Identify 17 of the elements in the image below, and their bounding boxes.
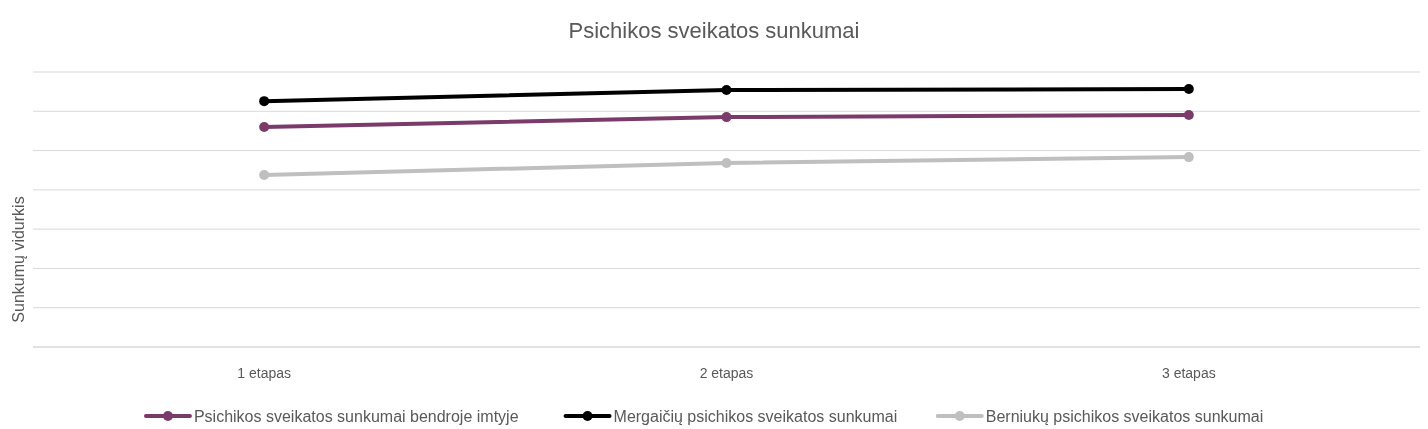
legend-label: Berniukų psichikos sveikatos sunkumai [985,407,1264,425]
point [721,158,732,169]
point [721,85,732,96]
x-tick-label: 2 etapas [699,364,754,381]
legend-label: Psichikos sveikatos sunkumai bendroje imtyje [193,407,519,425]
point [721,112,732,123]
point [1183,84,1194,94]
x-tick-label: 3 etapas [1161,364,1216,381]
chart-title: Psichikos sveikatos sunkumai [568,17,860,43]
legend-label: Mergaičių psichikos sveikatos sunkumai [613,407,898,425]
point [1183,110,1194,121]
point [259,96,270,107]
x-tick-label: 1 etapas [237,364,292,381]
y-axis-title: Sunkumų vidurkis [9,196,27,323]
point [1183,152,1194,163]
point [259,169,270,180]
point [259,121,270,132]
